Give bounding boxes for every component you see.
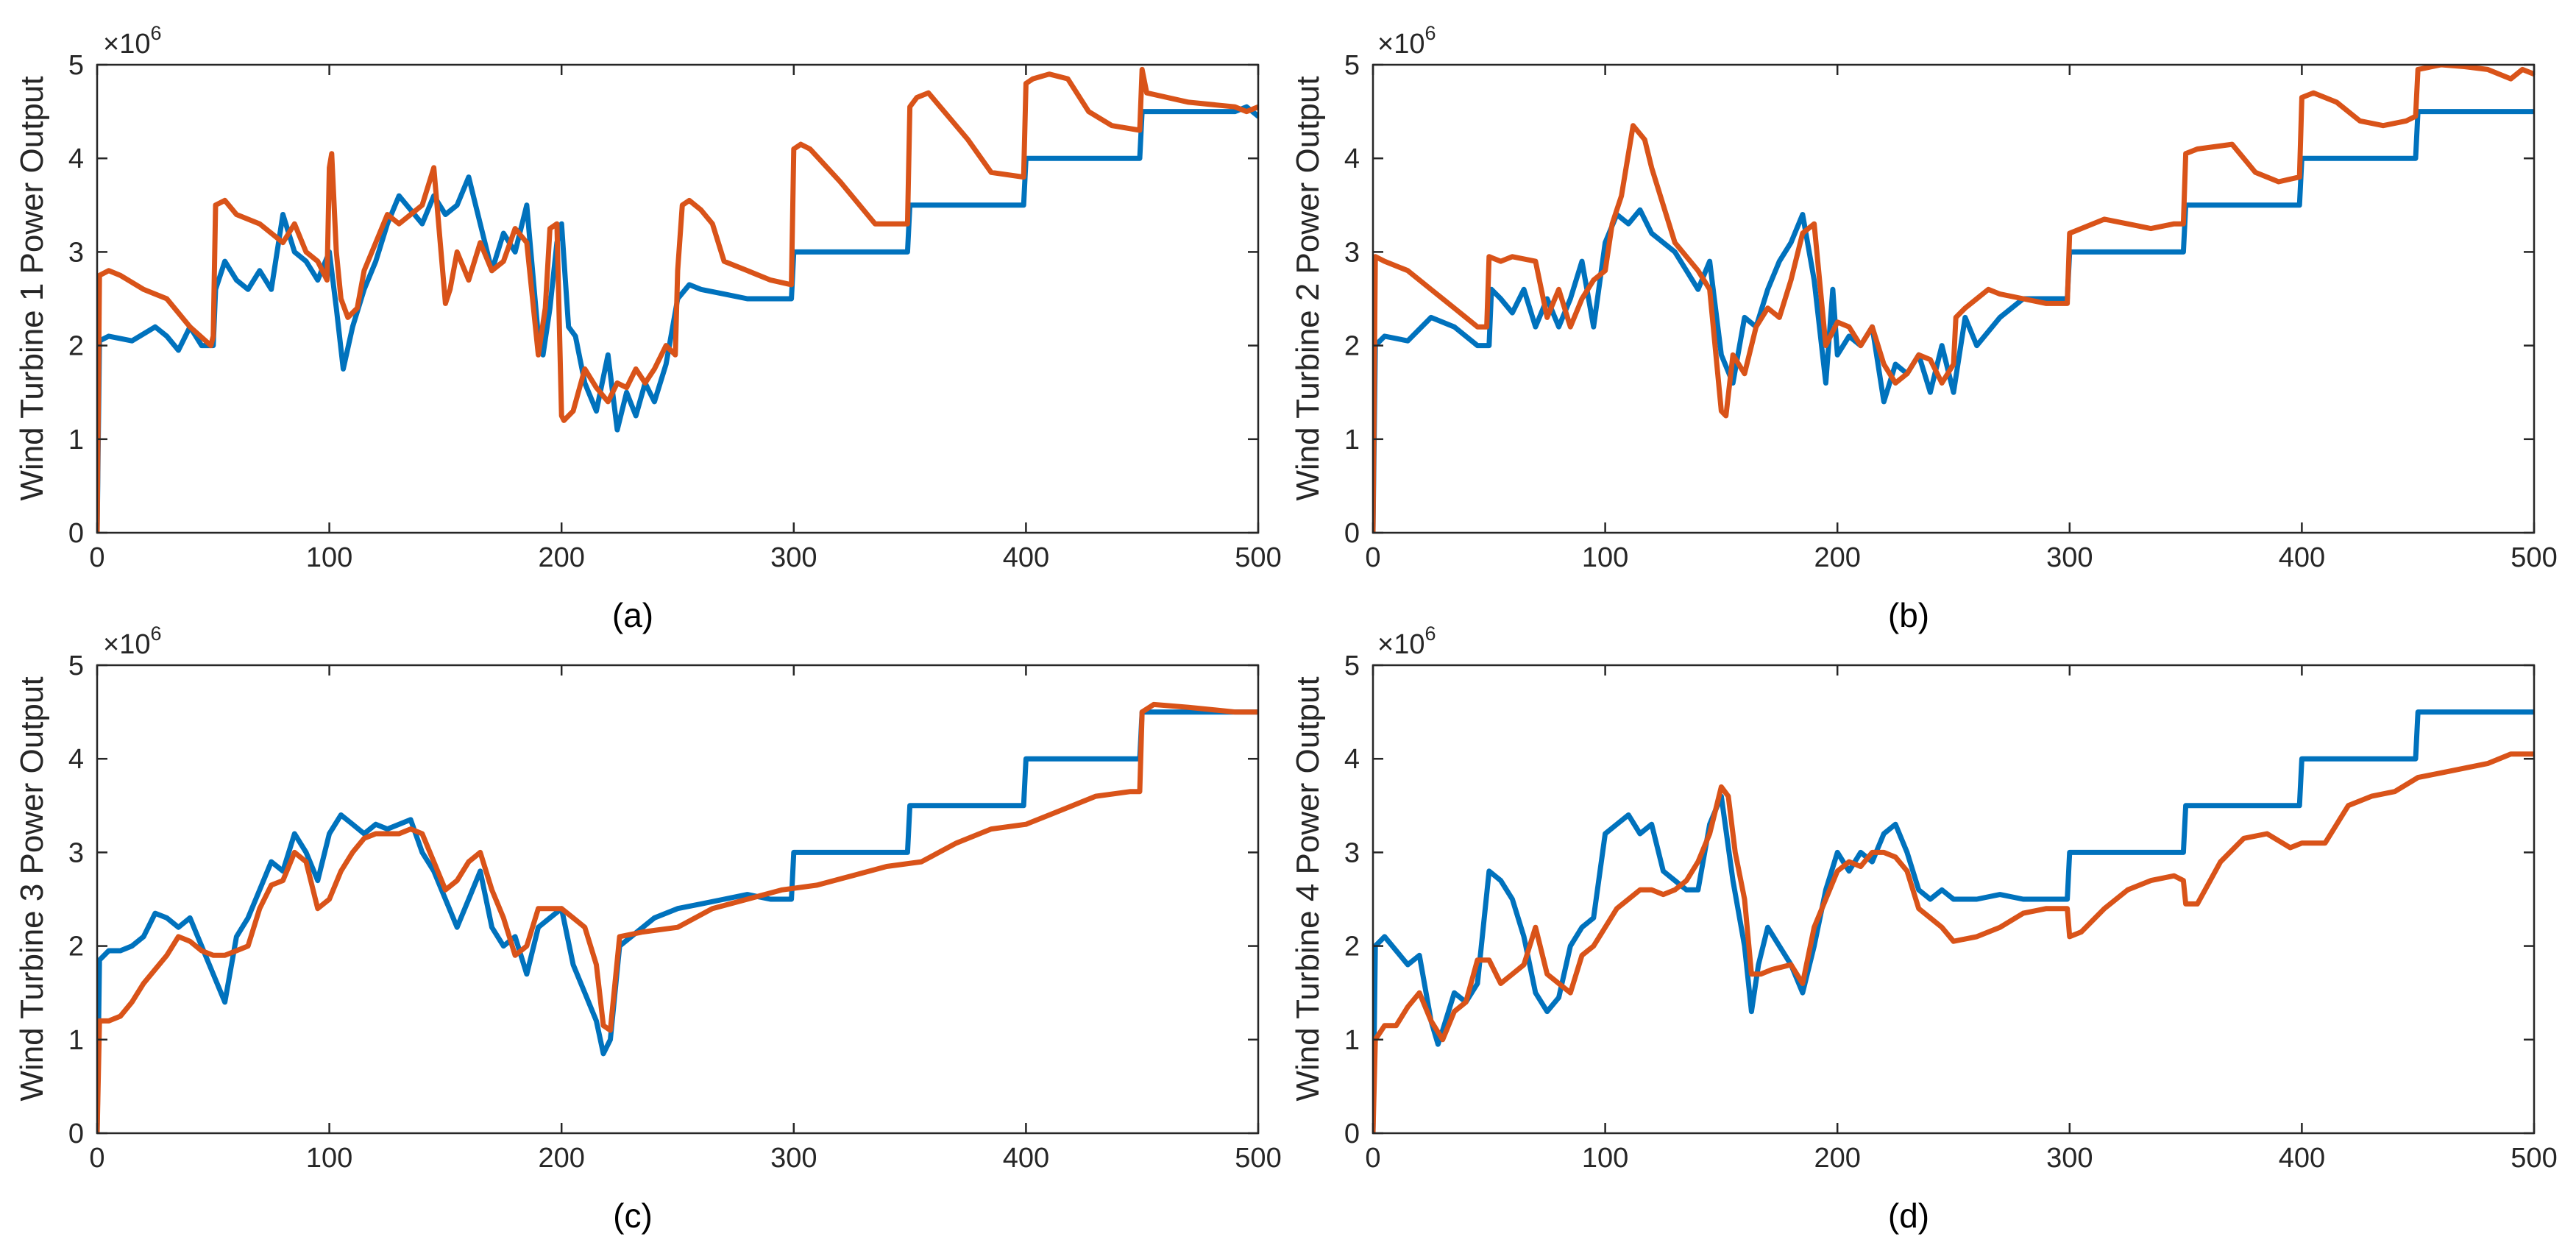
y-axis-label-d: Wind Turbine 4 Power Output xyxy=(1290,676,1326,1101)
chart-panel-c: 0 100 200 300 400 500 0 1 2 3 4 5 Wind Turbine 3 Po… xyxy=(14,623,1282,1235)
y-tick-label-b: 5 xyxy=(1344,50,1360,81)
y-tick-label-b: 1 xyxy=(1344,425,1360,455)
series-line-d-1 xyxy=(1373,709,2534,1133)
plot-area-b: 0 100 200 300 400 500 0 1 2 3 4 5 xyxy=(1344,50,2558,573)
y-scale-base-d: ×10 xyxy=(1377,629,1424,660)
x-tick-label-b: 100 xyxy=(1582,542,1628,573)
y-tick-label-b: 3 xyxy=(1344,237,1360,268)
y-tick-label-d: 3 xyxy=(1344,837,1360,868)
y-tick-label-a: 1 xyxy=(68,425,84,455)
axes-box-b xyxy=(1372,63,2536,534)
y-tick-label-b: 4 xyxy=(1344,143,1360,174)
x-tick-label-c: 300 xyxy=(770,1143,817,1174)
x-tick-label-a: 200 xyxy=(538,542,584,573)
x-tick-label-a: 100 xyxy=(306,542,352,573)
y-tick-label-c: 4 xyxy=(68,744,84,775)
y-tick-label-b: 0 xyxy=(1344,518,1360,549)
series-line-a-1 xyxy=(97,104,1258,533)
y-scale-exponent-c: 6 xyxy=(150,623,161,645)
x-tick-label-b: 200 xyxy=(1814,542,1860,573)
x-tick-label-b: 0 xyxy=(1365,542,1380,573)
y-tick-label-d: 5 xyxy=(1344,650,1360,681)
y-tick-label-c: 1 xyxy=(68,1025,84,1056)
caption-b: (b) xyxy=(1888,596,1929,634)
y-axis-label-c: Wind Turbine 3 Power Output xyxy=(14,676,50,1101)
y-scale-base-c: ×10 xyxy=(103,629,150,660)
x-tick-label-d: 0 xyxy=(1365,1143,1380,1174)
y-tick-label-c: 2 xyxy=(68,932,84,962)
caption-c: (c) xyxy=(613,1196,653,1235)
y-tick-label-c: 5 xyxy=(68,650,84,681)
series-line-d-2 xyxy=(1373,751,2534,1133)
y-scale-exponent-d: 6 xyxy=(1424,623,1436,645)
y-scale-label-d: ×106 xyxy=(1377,623,1436,660)
series-line-a-2 xyxy=(97,66,1258,533)
chart-panel-b: 0 100 200 300 400 500 0 1 2 3 4 5 Wind Turbine 2 Po… xyxy=(1290,22,2558,634)
y-tick-label-a: 0 xyxy=(68,518,84,549)
x-tick-label-c: 400 xyxy=(1003,1143,1049,1174)
x-tick-label-a: 300 xyxy=(770,542,817,573)
y-tick-label-c: 0 xyxy=(68,1118,84,1149)
x-tick-label-a: 500 xyxy=(1235,542,1281,573)
y-scale-exponent-b: 6 xyxy=(1424,22,1436,44)
chart-panel-a: 0 100 200 300 400 500 0 1 2 3 4 5 Wind Turbine 1 Po… xyxy=(14,22,1282,634)
x-tick-label-c: 500 xyxy=(1235,1143,1281,1174)
axes-box-c xyxy=(96,664,1260,1135)
caption-a: (a) xyxy=(612,596,653,634)
chart-panel-d: 0 100 200 300 400 500 0 1 2 3 4 5 Wind Turbine 4 Po… xyxy=(1290,623,2558,1235)
y-scale-base-a: ×10 xyxy=(103,29,150,60)
x-tick-label-d: 100 xyxy=(1582,1143,1628,1174)
axes-box-a xyxy=(96,63,1260,534)
y-scale-base-b: ×10 xyxy=(1377,29,1424,60)
y-tick-label-d: 0 xyxy=(1344,1118,1360,1149)
plot-area-c: 0 100 200 300 400 500 0 1 2 3 4 5 xyxy=(68,650,1282,1174)
plot-area-d: 0 100 200 300 400 500 0 1 2 3 4 5 xyxy=(1344,650,2558,1174)
x-tick-label-c: 200 xyxy=(538,1143,584,1174)
x-tick-label-c: 0 xyxy=(89,1143,104,1174)
x-tick-label-d: 300 xyxy=(2046,1143,2093,1174)
y-tick-label-a: 3 xyxy=(68,237,84,268)
caption-d: (d) xyxy=(1888,1196,1929,1235)
x-tick-label-c: 100 xyxy=(306,1143,352,1174)
y-tick-label-d: 1 xyxy=(1344,1025,1360,1056)
x-tick-label-d: 400 xyxy=(2279,1143,2325,1174)
x-tick-label-b: 300 xyxy=(2046,542,2093,573)
y-scale-exponent-a: 6 xyxy=(150,22,161,44)
y-tick-label-a: 5 xyxy=(68,50,84,81)
x-tick-label-d: 500 xyxy=(2511,1143,2557,1174)
x-tick-label-a: 0 xyxy=(89,542,104,573)
x-tick-label-b: 500 xyxy=(2511,542,2557,573)
y-tick-label-a: 4 xyxy=(68,143,84,174)
y-tick-label-d: 4 xyxy=(1344,744,1360,775)
series-line-b-2 xyxy=(1373,65,2534,533)
y-axis-label-b: Wind Turbine 2 Power Output xyxy=(1290,76,1326,500)
y-scale-label-c: ×106 xyxy=(103,623,162,660)
y-scale-label-b: ×106 xyxy=(1377,22,1436,60)
series-line-c-1 xyxy=(97,709,1258,1133)
x-tick-label-d: 200 xyxy=(1814,1143,1860,1174)
y-scale-label-a: ×106 xyxy=(103,22,162,60)
y-axis-label-a: Wind Turbine 1 Power Output xyxy=(14,76,50,500)
y-tick-label-a: 2 xyxy=(68,331,84,362)
axes-box-d xyxy=(1372,664,2536,1135)
series-line-c-2 xyxy=(97,701,1258,1133)
y-tick-label-c: 3 xyxy=(68,837,84,868)
plot-area-a: 0 100 200 300 400 500 0 1 2 3 4 5 xyxy=(68,50,1282,573)
x-tick-label-b: 400 xyxy=(2279,542,2325,573)
y-tick-label-b: 2 xyxy=(1344,331,1360,362)
x-tick-label-a: 400 xyxy=(1003,542,1049,573)
y-tick-label-d: 2 xyxy=(1344,932,1360,962)
